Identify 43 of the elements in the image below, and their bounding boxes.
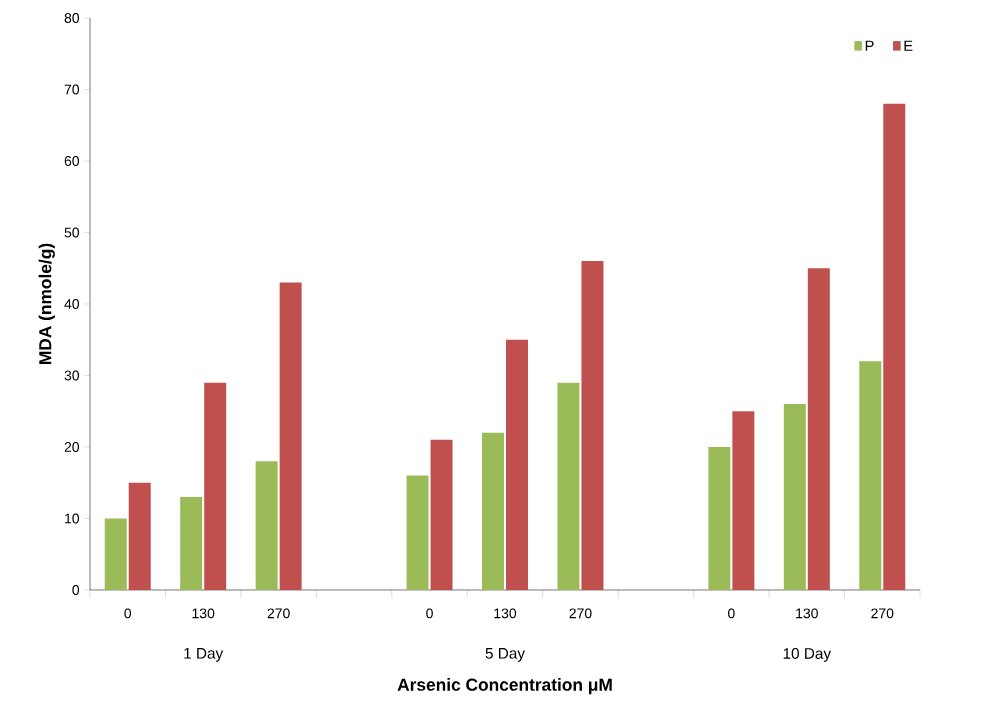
legend-label: E [904, 40, 913, 51]
text: 1 Day [184, 648, 224, 662]
bar [557, 382, 580, 590]
y-tick-label: 70 [64, 84, 80, 95]
bar [807, 268, 830, 590]
x-tick-label: 130 [192, 608, 215, 619]
x-tick-label: 270 [267, 608, 290, 619]
bar [406, 475, 429, 590]
bar [883, 103, 906, 590]
x-tick-label: 130 [796, 608, 818, 619]
bar [104, 518, 127, 590]
y-tick-label: 10 [65, 513, 80, 524]
y-tick-label: 40 [64, 299, 80, 309]
bar [482, 432, 505, 590]
x-tick-label: 0 [728, 608, 735, 619]
y-axis-title: MDA (nmole/g) [38, 243, 55, 364]
y-tick-label: 0 [72, 585, 80, 595]
bar [783, 404, 806, 590]
bar [430, 439, 453, 590]
bar [180, 497, 203, 590]
x-tick-label: 0 [426, 608, 433, 619]
y-tick-label: 80 [64, 13, 80, 23]
bar [279, 282, 302, 590]
bar [204, 382, 227, 590]
bar [859, 361, 882, 590]
text: 5 Day [485, 648, 525, 662]
x-axis-title: Arsenic Concentration μM [397, 678, 612, 695]
x-tick-label: 130 [494, 608, 517, 619]
bar [128, 482, 151, 590]
bar [506, 339, 529, 590]
bar [732, 411, 755, 590]
y-tick-label: 30 [64, 370, 80, 381]
x-tick-label: 270 [871, 608, 894, 619]
bar [255, 461, 278, 590]
y-tick-label: 60 [64, 156, 80, 166]
legend-label: P [865, 40, 874, 51]
bar [581, 261, 604, 590]
text: 10 Day [783, 648, 832, 662]
x-tick-label: 0 [124, 608, 132, 619]
bar [708, 446, 731, 590]
y-tick-label: 50 [64, 227, 80, 238]
x-tick-label: 270 [569, 608, 592, 619]
y-tick-label: 20 [64, 442, 80, 452]
